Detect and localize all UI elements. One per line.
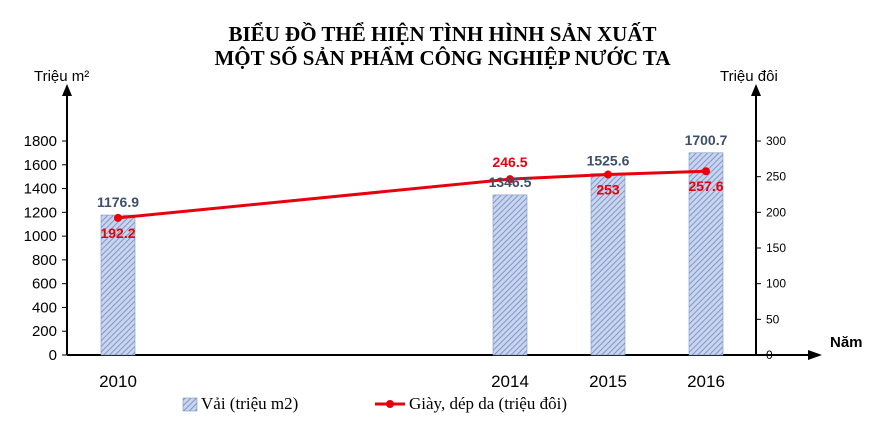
right-tick-label: 50 <box>766 312 780 326</box>
line-series-group <box>114 167 710 222</box>
legend-swatch-bar <box>182 397 198 412</box>
right-tick-label: 100 <box>766 277 786 291</box>
bar-series-group <box>100 152 724 356</box>
legend: Vải (triệu m2) Giày, dép da (triệu đôi) <box>182 394 567 413</box>
line-value-label: 246.5 <box>492 154 527 170</box>
data-labels-group: 1176.9 1346.5 1525.6 1700.7 192.2 246.5 253 257… <box>97 132 728 241</box>
left-tick-label: 1600 <box>24 157 57 174</box>
left-axis-title: Triệu m² <box>34 68 89 85</box>
line-point-2016 <box>702 167 710 176</box>
right-tick-label: 300 <box>766 134 786 148</box>
axes-group: 0 200 400 600 800 1000 1200 1400 1600 1800 Triệu m… <box>24 68 863 391</box>
x-tick-label: 2016 <box>687 372 725 391</box>
left-tick-label: 0 <box>49 347 57 364</box>
right-tick-label: 250 <box>766 170 786 184</box>
line-point-2010 <box>114 213 122 222</box>
bar-vai-2016 <box>688 152 724 356</box>
left-tick-label: 200 <box>32 323 57 340</box>
line-point-2014 <box>506 175 514 184</box>
bar-value-label: 1525.6 <box>587 153 630 169</box>
left-tick-label: 1200 <box>24 204 57 221</box>
left-tick-label: 800 <box>32 252 57 269</box>
bar-vai-2014 <box>492 194 528 356</box>
x-tick-label: 2010 <box>99 372 137 391</box>
right-tick-label: 150 <box>766 241 786 255</box>
line-point-2015 <box>604 170 612 179</box>
bar-vai-2015 <box>590 173 626 356</box>
bar-value-label: 1346.5 <box>489 174 532 190</box>
x-axis-arrow <box>808 350 822 360</box>
x-tick-label: 2015 <box>589 372 627 391</box>
left-axis-arrow <box>62 84 72 96</box>
left-tick-label: 1000 <box>24 228 57 245</box>
left-tick-label: 400 <box>32 299 57 316</box>
right-axis-title: Triệu đôi <box>720 68 778 85</box>
x-tick-label: 2014 <box>491 372 529 391</box>
chart-title-line-1: BIỂU ĐỒ THỂ HIỆN TÌNH HÌNH SẢN XUẤT <box>228 22 657 46</box>
left-tick-label: 1800 <box>24 133 57 150</box>
left-tick-label: 600 <box>32 276 57 293</box>
chart-title-line-2: MỘT SỐ SẢN PHẨM CÔNG NGHIỆP NƯỚC TA <box>214 46 671 70</box>
left-tick-label: 1400 <box>24 181 57 198</box>
legend-label-line: Giày, dép da (triệu đôi) <box>409 394 567 413</box>
line-value-label: 192.2 <box>100 225 135 241</box>
line-value-label: 253 <box>596 182 620 198</box>
bar-value-label: 1700.7 <box>685 132 728 148</box>
line-giay-dep <box>117 169 707 220</box>
x-axis-title: Năm <box>830 334 863 351</box>
legend-swatch-marker <box>386 400 394 408</box>
bar-value-label: 1176.9 <box>97 194 139 210</box>
right-tick-label: 200 <box>766 205 786 219</box>
right-axis-arrow <box>751 84 761 96</box>
bar-vai-2010 <box>100 214 136 356</box>
line-value-label: 257.6 <box>688 178 723 194</box>
legend-label-bar: Vải (triệu m2) <box>201 394 298 413</box>
